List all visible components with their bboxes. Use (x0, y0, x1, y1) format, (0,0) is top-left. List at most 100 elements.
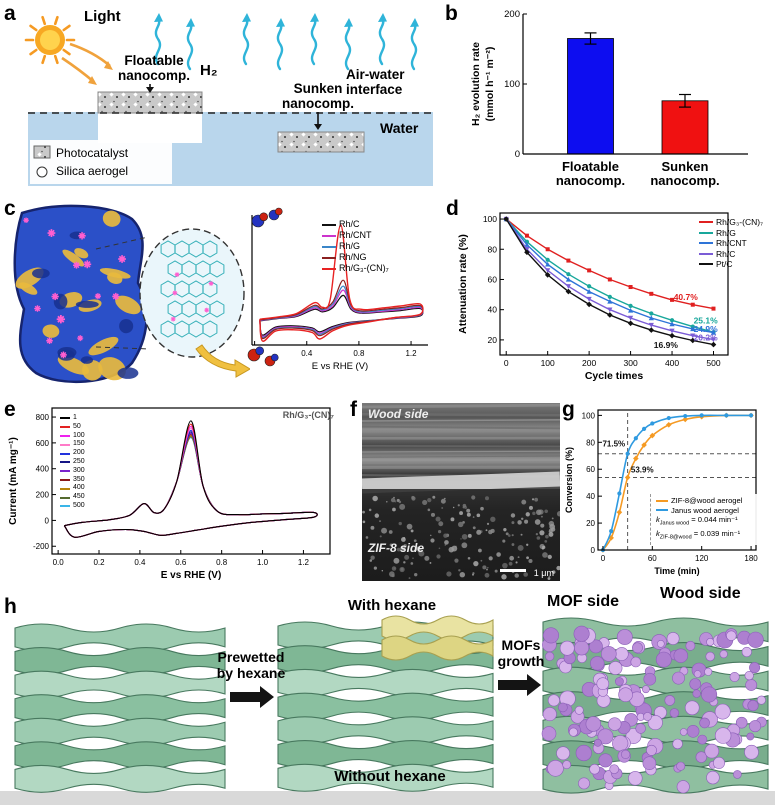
air-water-label-line1: Air-water (346, 67, 405, 82)
panel-label-h: h (4, 595, 17, 618)
svg-text:0.4: 0.4 (134, 558, 146, 567)
svg-text:25.1%: 25.1% (694, 315, 719, 325)
svg-text:0: 0 (515, 149, 520, 160)
photocatalyst-legend-label: Photocatalyst (56, 146, 129, 160)
mof-side-label: MOF side (547, 593, 620, 610)
legend-item: 450 (60, 493, 85, 502)
svg-text:Time (min): Time (min) (654, 566, 699, 576)
floatation-schematic (24, 13, 433, 186)
floatable-label-line1: Floatable (124, 53, 184, 68)
svg-text:60: 60 (586, 465, 595, 474)
legend-swatch (60, 434, 70, 437)
panel-label-a: a (4, 2, 16, 25)
legend-swatch (699, 221, 713, 224)
legend-label: Rh/CNT (339, 230, 372, 240)
legend-label: Rh/G₃-(CN)₇ (716, 217, 763, 227)
legend-item: Rh/CNT (322, 230, 389, 241)
legend-item: 100 (60, 432, 85, 441)
legend-label: 150 (73, 440, 85, 448)
silica-aerogel-legend-label: Silica aerogel (56, 164, 129, 178)
legend-item: Rh/G₃-(CN)₇ (322, 263, 389, 274)
legend-label: Janus wood aerogel (671, 505, 739, 515)
sunken-block (277, 131, 365, 153)
panel-label-b: b (445, 2, 458, 25)
legend-item: Rh/C (322, 219, 389, 230)
legend-label: 100 (73, 431, 85, 439)
legend-item: Pt/C (699, 259, 763, 270)
legend-label: 400 (73, 484, 85, 492)
legend-label: 250 (73, 457, 85, 465)
mofs-growth-line1: MOFs (501, 637, 541, 653)
sunken-label-line2: nanocomp. (281, 95, 354, 111)
legend-item: 300 (60, 467, 85, 476)
legend-item: Rh/G₃-(CN)₇ (699, 217, 763, 228)
svg-text:400: 400 (665, 358, 679, 368)
svg-text:20.2%: 20.2% (694, 332, 719, 342)
floatable-label: Floatable nanocomp. (96, 53, 212, 83)
legend-label: 200 (73, 449, 85, 457)
legend-label: 450 (73, 493, 85, 501)
svg-text:100: 100 (483, 214, 497, 224)
legend-label: Rh/G (339, 241, 361, 251)
svg-text:60: 60 (488, 274, 498, 284)
legend-label: 500 (73, 501, 85, 509)
svg-text:0.8: 0.8 (353, 349, 365, 358)
svg-text:40: 40 (586, 492, 595, 501)
svg-text:H₂ evolution rate: H₂ evolution rate (470, 42, 482, 126)
attenuation-legend: Rh/G₃-(CN)₇ Rh/G Rh/CNT Rh/C Pt/C (699, 217, 763, 270)
prewetted-line2: by hexane (216, 665, 286, 681)
legend-box (30, 140, 172, 184)
svg-text:1.2: 1.2 (298, 558, 310, 567)
svg-text:24.9%: 24.9% (694, 324, 719, 334)
svg-text:nanocomp.: nanocomp. (556, 173, 625, 188)
svg-text:800: 800 (36, 413, 50, 422)
legend-swatch (699, 252, 713, 255)
legend-label: Rh/NG (339, 252, 367, 262)
svg-text:100: 100 (541, 358, 555, 368)
svg-text:E vs RHE (V): E vs RHE (V) (312, 361, 368, 372)
catalyst-label: Rh/G₃-(CN)₇ (282, 410, 334, 420)
k-value-line: kZIF-8@wood = 0.039 min⁻¹ (656, 529, 741, 541)
wood-aerogel-schematic (0, 615, 775, 805)
svg-text:600: 600 (36, 439, 50, 448)
legend-item: Rh/G (322, 241, 389, 252)
legend-label: 50 (73, 422, 81, 430)
h2-label: H₂ (200, 62, 218, 79)
cv-cycles-chart: 0.0 0.2 0.4 0.6 0.8 1.0 1.2 -200 0 200 400 600 800 E … (8, 407, 331, 581)
svg-text:180: 180 (744, 554, 758, 563)
k-value-line: kJanus wood = 0.044 min⁻¹ (656, 515, 738, 527)
light-label: Light (84, 8, 121, 25)
svg-text:80: 80 (488, 244, 498, 254)
legend-label: 1 (73, 414, 77, 421)
svg-text:40: 40 (488, 305, 498, 315)
svg-text:nanocomp.: nanocomp. (650, 173, 719, 188)
panel-d: 0 100 200 300 400 500 20 40 60 80 100 Cycle times At… (440, 197, 775, 398)
svg-text:Floatable: Floatable (562, 159, 619, 174)
wood-side-label: Wood side (368, 407, 429, 421)
svg-text:200: 200 (504, 9, 520, 20)
air-water-label-line2: interface (346, 81, 403, 97)
air-water-label: Air-water interface (346, 67, 405, 97)
mofs-growth-line2: growth (497, 653, 545, 669)
panel-e: 0.0 0.2 0.4 0.6 0.8 1.0 1.2 -200 0 200 400 600 800 E … (0, 398, 350, 585)
legend-item: Rh/CNT (699, 238, 763, 249)
with-hexane-label: With hexane (347, 597, 437, 614)
sun-core (40, 30, 60, 50)
legend-swatch (322, 223, 336, 226)
svg-text:(mmol h⁻¹ m⁻²): (mmol h⁻¹ m⁻²) (484, 47, 496, 122)
legend-swatch (699, 263, 713, 266)
legend-item: 350 (60, 476, 85, 485)
legend-label: ZIF-8@wood aerogel (671, 496, 743, 505)
prewetted-arrow-label: Prewetted by hexane (202, 649, 300, 681)
panel-f: f Wood side ZIF-8 side 1 μm (350, 398, 562, 585)
svg-text:0.4: 0.4 (301, 349, 313, 358)
legend-label: Rh/C (339, 219, 360, 229)
conversion-chart: 0 60 120 180 0 20 40 60 80 100 Time (min) Conversio… (564, 409, 758, 576)
cycle-legend: 1 50 100 150 200 250 300 350 400 450 500 (60, 414, 85, 511)
prewetted-line1: Prewetted (217, 649, 285, 665)
svg-text:0: 0 (45, 516, 50, 525)
legend-swatch (699, 242, 713, 245)
water-label: Water (380, 120, 419, 136)
legend-label: Pt/C (716, 259, 733, 269)
